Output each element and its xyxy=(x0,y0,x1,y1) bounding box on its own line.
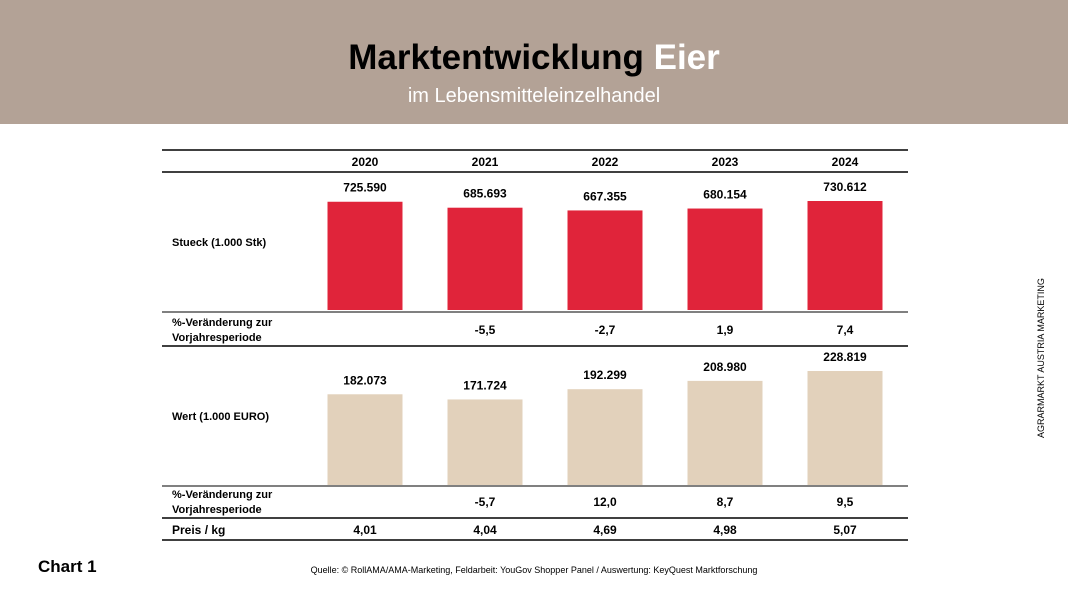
wert-bar xyxy=(567,389,643,485)
change-row-label: Vorjahresperiode xyxy=(172,504,262,516)
category-label: 2022 xyxy=(592,155,619,169)
category-label: 2020 xyxy=(352,155,379,169)
stueck-data-label: 730.612 xyxy=(823,180,867,194)
wert-data-label: 182.073 xyxy=(343,373,387,387)
wert-data-label: 228.819 xyxy=(823,350,867,364)
stueck-data-label: 680.154 xyxy=(703,188,747,202)
stueck-bar xyxy=(447,207,523,310)
vertical-brand-text: AGRARMARKT AUSTRIA MARKETING xyxy=(1036,278,1046,438)
wert-bar xyxy=(447,399,523,485)
wert-change-value: -5,7 xyxy=(475,495,496,509)
stueck-data-label: 667.355 xyxy=(583,189,627,203)
category-label: 2021 xyxy=(472,155,499,169)
stueck-change-value: 7,4 xyxy=(837,323,854,337)
wert-bar xyxy=(687,380,763,485)
wert-bar xyxy=(807,371,883,485)
category-label: 2024 xyxy=(832,155,859,169)
change-row-label: %-Veränderung zur xyxy=(172,489,273,501)
stueck-change-value: -5,5 xyxy=(475,323,496,337)
stueck-data-label: 725.590 xyxy=(343,181,387,195)
price-row-label: Preis / kg xyxy=(172,523,225,537)
title-main: Marktentwicklung xyxy=(348,38,644,77)
price-value: 4,01 xyxy=(353,523,377,537)
wert-data-label: 208.980 xyxy=(703,360,747,374)
wert-row-label: Wert (1.000 EURO) xyxy=(172,411,269,423)
page-title: Marktentwicklung Eier xyxy=(0,36,1068,80)
stueck-bar xyxy=(807,201,883,310)
wert-change-value: 9,5 xyxy=(837,495,854,509)
change-row-label: Vorjahresperiode xyxy=(172,332,262,344)
price-value: 4,98 xyxy=(713,523,737,537)
category-label: 2023 xyxy=(712,155,739,169)
header-band xyxy=(0,0,1068,124)
change-row-label: %-Veränderung zur xyxy=(172,317,273,329)
title-accent: Eier xyxy=(653,38,720,77)
stueck-row-label: Stueck (1.000 Stk) xyxy=(172,237,266,249)
stueck-bar xyxy=(567,210,643,310)
source-note: Quelle: © RollAMA/AMA-Marketing, Feldarb… xyxy=(310,565,758,575)
wert-data-label: 192.299 xyxy=(583,368,627,382)
stueck-change-value: 1,9 xyxy=(717,323,734,337)
stueck-bar xyxy=(687,208,763,310)
wert-change-value: 8,7 xyxy=(717,495,734,509)
stueck-data-label: 685.693 xyxy=(463,187,507,201)
stueck-bar xyxy=(327,201,403,310)
price-value: 4,04 xyxy=(473,523,497,537)
chart-label: Chart 1 xyxy=(38,557,97,576)
wert-bar xyxy=(327,394,403,485)
price-value: 4,69 xyxy=(593,523,617,537)
price-value: 5,07 xyxy=(833,523,857,537)
wert-data-label: 171.724 xyxy=(463,378,507,392)
wert-change-value: 12,0 xyxy=(593,495,617,509)
page-subtitle: im Lebensmitteleinzelhandel xyxy=(407,85,661,107)
stueck-change-value: -2,7 xyxy=(595,323,616,337)
